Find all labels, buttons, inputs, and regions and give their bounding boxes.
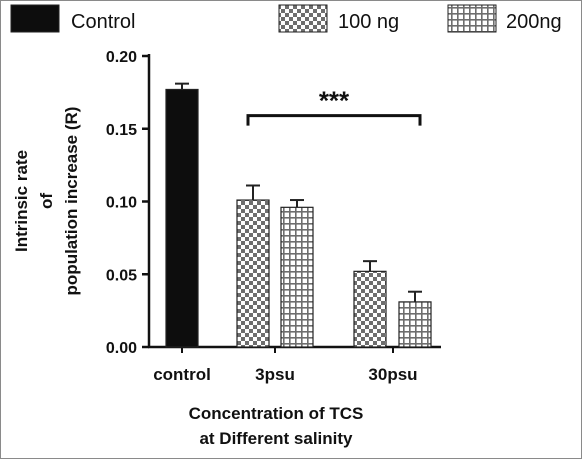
legend-swatch-200ng: [447, 4, 497, 33]
x-axis-title: at Different salinity: [199, 429, 353, 448]
bar-30psu-200ng: [398, 301, 432, 348]
y-tick-label: 0.15: [106, 122, 137, 139]
y-tick-label: 0.20: [106, 49, 137, 66]
y-tick-label: 0.05: [106, 267, 137, 284]
y-axis-title: population increase (R): [62, 107, 81, 296]
y-tick-label: 0.10: [106, 195, 137, 212]
x-tick-label-3psu: 3psu: [255, 365, 295, 384]
x-tick-label-control: control: [153, 365, 211, 384]
bar-30psu-100-ng: [353, 270, 387, 348]
x-tick-label-30psu: 30psu: [368, 365, 417, 384]
legend-swatch-100-ng: [278, 4, 328, 33]
bar-3psu-100-ng: [236, 199, 270, 348]
y-axis-title: of: [37, 193, 56, 209]
legend-label-100-ng: 100 ng: [338, 11, 399, 33]
bar-3psu-200ng: [280, 206, 314, 348]
legend-label-200ng: 200ng: [506, 11, 562, 33]
bar-control-control: [165, 88, 199, 348]
x-axis-title: Concentration of TCS: [189, 404, 364, 423]
legend-swatch-control: [10, 4, 60, 33]
significance-bracket: [246, 114, 422, 126]
significance-label: ***: [319, 86, 350, 116]
y-tick-label: 0.00: [106, 340, 137, 357]
y-axis-title: Intrinsic rate: [12, 150, 31, 252]
legend-label-control: Control: [71, 11, 135, 33]
